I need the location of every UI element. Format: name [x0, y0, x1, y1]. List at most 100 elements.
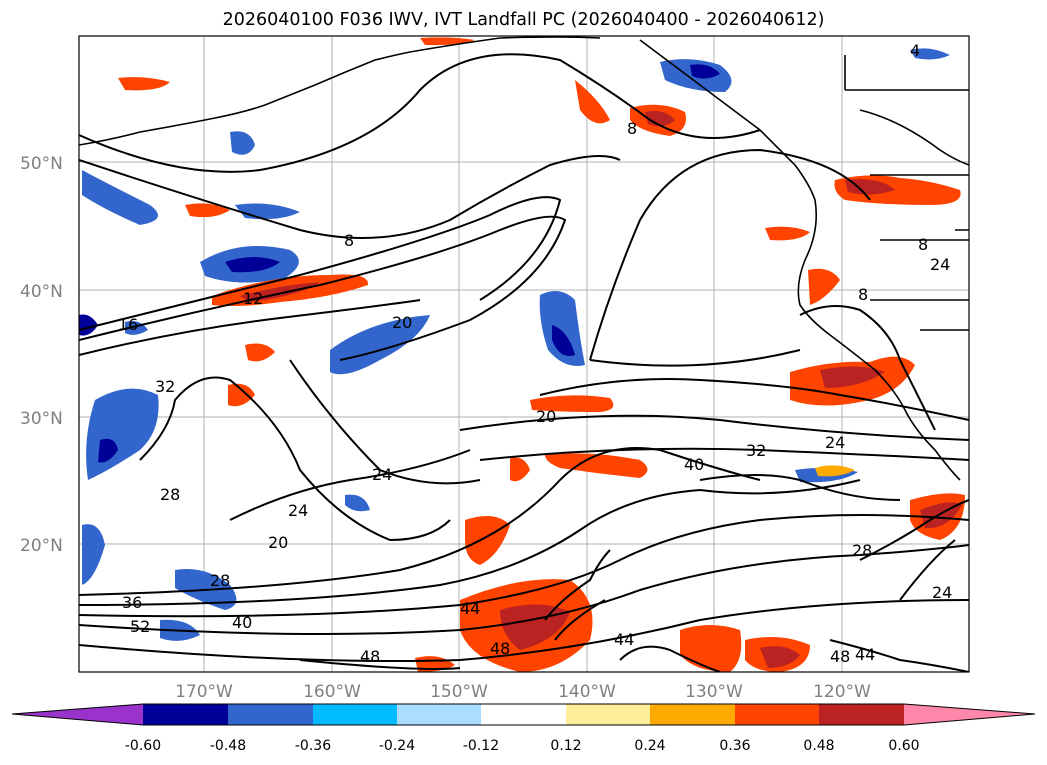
- colorbar-segment: [143, 704, 228, 725]
- pos-patch: [845, 179, 895, 195]
- contour-label: 40: [232, 613, 252, 632]
- contour-label: 8: [918, 235, 928, 254]
- contour-label: 20: [392, 313, 412, 332]
- lon-label: 120°W: [813, 682, 871, 702]
- contour-line: [229, 449, 471, 521]
- west-coast: [639, 39, 961, 481]
- lon-label: 150°W: [430, 682, 488, 702]
- colorbar-tick: 0.48: [803, 738, 834, 754]
- pos-patch: [820, 366, 885, 388]
- contour-line: [459, 414, 969, 441]
- pos-patch: [815, 465, 855, 477]
- pos-patch: [808, 268, 840, 305]
- contour-label: 28: [210, 571, 230, 590]
- contour-line: [139, 376, 451, 542]
- contour-label: 8: [858, 285, 868, 304]
- contour-label: 24: [930, 255, 950, 274]
- contour-label: 20: [268, 533, 288, 552]
- neg-patch: [79, 314, 98, 336]
- contour-line: [79, 53, 761, 173]
- colorbar-segment: [397, 704, 481, 725]
- colorbar-segment: [481, 704, 566, 725]
- contour-label: 32: [746, 441, 766, 460]
- map-area: [79, 36, 969, 672]
- colorbar-segment: [650, 704, 735, 725]
- state-borders: [844, 55, 969, 331]
- neg-patch: [539, 291, 585, 366]
- contour-label: 52: [130, 617, 150, 636]
- pos-patch: [228, 383, 255, 407]
- contour-label: 44: [460, 599, 480, 618]
- neg-patch: [82, 170, 158, 225]
- contour-label: 28: [852, 541, 872, 560]
- lon-label: 160°W: [303, 682, 361, 702]
- contour-labels: 8 8 8 12 16 20 20 20 24 24 24 24 28 28 2…: [118, 41, 952, 666]
- lat-label: 30°N: [20, 409, 63, 429]
- neg-patch: [82, 524, 105, 585]
- colorbar: -0.60 -0.48 -0.36 -0.24 -0.12 0.12 0.24 …: [11, 703, 1036, 754]
- colorbar-segment: [819, 704, 904, 725]
- contour-line: [589, 349, 801, 367]
- contour-label: 48: [830, 647, 850, 666]
- lon-label: 140°W: [558, 682, 616, 702]
- contour-label: 36: [122, 593, 142, 612]
- map-frame: [78, 35, 970, 673]
- contour-line: [539, 378, 969, 421]
- pos-patch: [760, 646, 800, 668]
- contour-line: [79, 599, 969, 662]
- colorbar-segment: [566, 704, 650, 725]
- contour-line: [799, 305, 936, 431]
- contour-label: 4: [910, 41, 920, 60]
- contour-label: 8: [344, 231, 354, 250]
- contour-line: [79, 479, 861, 606]
- pos-patch: [545, 453, 648, 478]
- contour-label: 28: [160, 485, 180, 504]
- contour-label: 40: [684, 455, 704, 474]
- pos-patch: [245, 343, 275, 362]
- colorbar-tick: -0.36: [295, 738, 331, 754]
- lon-label: 130°W: [685, 682, 743, 702]
- neg-patch: [910, 48, 950, 60]
- colorbar-tick: -0.12: [463, 738, 499, 754]
- colorbar-tick: -0.24: [379, 738, 415, 754]
- neg-patch: [330, 315, 430, 375]
- contour-label: 20: [536, 407, 556, 426]
- contour-label: 44: [614, 630, 634, 649]
- contour-label: 32: [155, 377, 175, 396]
- lon-label: 170°W: [175, 682, 233, 702]
- contour-label: 12: [243, 289, 263, 308]
- contour-label: 24: [372, 465, 392, 484]
- contour-line: [299, 659, 461, 670]
- contour-line: [79, 155, 621, 239]
- contour-line: [79, 544, 969, 635]
- contour-line: [859, 499, 969, 561]
- colorbar-tick: -0.48: [210, 738, 246, 754]
- contour-line: [899, 539, 956, 601]
- contour-label: 24: [932, 583, 952, 602]
- contour-line: [544, 549, 611, 621]
- aleutian-coast: [79, 51, 411, 146]
- neg-patch: [552, 325, 575, 356]
- contour-label: 48: [490, 639, 510, 658]
- colorbar-segment: [313, 704, 397, 725]
- contour-line: [699, 474, 901, 501]
- contour-line: [554, 599, 606, 641]
- neg-patch: [230, 131, 255, 155]
- colorbar-tick: 0.24: [634, 738, 665, 754]
- colorbar-tick: 0.12: [550, 738, 581, 754]
- colorbar-extend-low: [12, 704, 143, 725]
- contour-label: 8: [627, 119, 637, 138]
- colorbar-segment: [735, 704, 819, 725]
- contour-line: [619, 645, 721, 672]
- pos-patch: [575, 80, 610, 124]
- colorbar-tick: -0.60: [125, 738, 161, 754]
- pos-patch: [680, 625, 742, 672]
- contour-label: 16: [118, 315, 138, 334]
- contour-label: 24: [288, 501, 308, 520]
- lat-label: 50°N: [20, 154, 63, 174]
- colorbar-extend-high: [904, 704, 1035, 725]
- negative-anomaly-patches: [79, 48, 950, 641]
- pos-patch: [530, 395, 614, 412]
- colorbar-tick: 0.36: [719, 738, 750, 754]
